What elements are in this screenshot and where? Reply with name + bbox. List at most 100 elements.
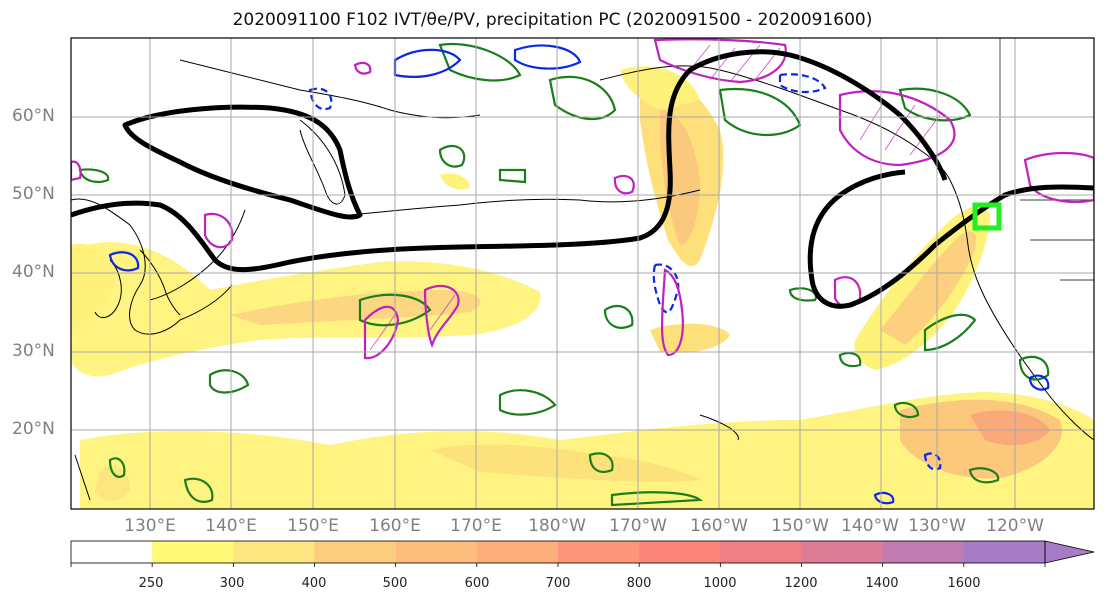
na-west-coast xyxy=(949,179,1094,441)
ivt-nw-small xyxy=(440,173,470,190)
pv-green-21 xyxy=(78,168,110,184)
ivt-westcoast-core xyxy=(880,231,977,345)
lon-label-170w: 170°W xyxy=(609,516,667,536)
lat-label-50n: 50°N xyxy=(12,184,55,204)
korea-coast xyxy=(94,259,122,319)
hawaii xyxy=(699,414,739,441)
ivt-midpacific-patch xyxy=(650,323,730,353)
ivt-tropical-band xyxy=(80,392,1094,509)
pv-green-16 xyxy=(893,401,920,419)
target-region-box xyxy=(972,202,1002,231)
lon-label-170e: 170°E xyxy=(450,516,502,536)
ivt-shading xyxy=(71,66,1094,509)
colorbar-tick-300: 300 xyxy=(219,576,245,591)
pv-green-15 xyxy=(1018,355,1050,381)
pv-green-12 xyxy=(610,491,703,507)
pv-blue-2 xyxy=(513,44,582,70)
colorbar-tick-600: 600 xyxy=(464,576,490,591)
kamchatka-coast xyxy=(299,119,346,205)
colorbar-segment xyxy=(314,541,397,563)
pv-mag-7 xyxy=(838,90,956,167)
map-layers xyxy=(71,38,1094,509)
colorbar-tick-700: 700 xyxy=(545,576,571,591)
pv-mag-3 xyxy=(423,284,460,349)
ivt-blob-sw xyxy=(95,466,130,502)
colorbar-segment xyxy=(882,541,965,563)
asia-coast xyxy=(71,198,181,335)
pv-blue-4 xyxy=(1028,374,1050,391)
lon-label-140w: 140°W xyxy=(841,516,899,536)
pv-green-4 xyxy=(498,168,527,184)
ivt-japan-patch xyxy=(71,243,115,330)
colorbar-tick-1600: 1600 xyxy=(947,576,981,591)
pv-magenta-contours xyxy=(71,38,1094,360)
colorbar-tick-400: 400 xyxy=(301,576,327,591)
colorbar-segment xyxy=(720,541,802,563)
pv-green-20 xyxy=(838,351,862,368)
theta-e-west-loop xyxy=(71,49,948,273)
pv-mag-10 xyxy=(613,174,635,195)
pv-blue-1 xyxy=(393,48,462,78)
ivt-nw-patch xyxy=(620,66,700,110)
lon-label-130w: 130°W xyxy=(908,516,966,536)
lon-label-120w: 120°W xyxy=(986,516,1044,536)
pv-green-13 xyxy=(788,287,818,302)
pv-green-14 xyxy=(923,313,977,352)
pv-green-17 xyxy=(968,467,1000,484)
pv-mag-11 xyxy=(71,160,82,182)
colorbar-segment xyxy=(558,541,640,563)
pv-mag-4 xyxy=(660,268,684,357)
pv-green-8 xyxy=(498,389,557,416)
pv-green-3 xyxy=(438,144,466,168)
pv-green-1 xyxy=(438,42,522,82)
pv-green-11 xyxy=(183,477,214,503)
pv-green-19 xyxy=(898,87,972,122)
pv-mag-5 xyxy=(833,276,862,309)
lon-label-160w: 160°W xyxy=(690,516,748,536)
pv-blue-dash-3 xyxy=(778,73,827,94)
pv-mag-1 xyxy=(203,212,234,249)
theta-e-nw-loop xyxy=(122,104,363,220)
lon-label-150e: 150°E xyxy=(287,516,339,536)
lon-label-150w: 150°W xyxy=(771,516,829,536)
lon-label-180w: 180°W xyxy=(528,516,586,536)
colorbar-tick-500: 500 xyxy=(382,576,408,591)
gridlines xyxy=(71,38,1094,509)
pv-green-2 xyxy=(548,75,617,121)
colorbar-segment xyxy=(152,541,234,563)
pv-blue-3 xyxy=(108,251,140,272)
pv-blue-dash-4 xyxy=(923,452,942,471)
colorbar-segment xyxy=(233,541,315,563)
lat-label-30n: 30°N xyxy=(12,341,55,361)
pv-green-5 xyxy=(358,293,432,327)
pv-green-10 xyxy=(108,457,126,478)
lat-label-20n: 20°N xyxy=(12,419,55,439)
lon-label-140e: 140°E xyxy=(205,516,257,536)
colorbar-segment xyxy=(639,541,721,563)
colorbar-tick-1200: 1200 xyxy=(784,576,818,591)
colorbar-tick-1400: 1400 xyxy=(865,576,899,591)
colorbar-tick-1000: 1000 xyxy=(703,576,737,591)
ivt-east-core2 xyxy=(970,410,1050,446)
philippines xyxy=(74,454,91,501)
pv-mag-9 xyxy=(353,61,372,75)
lat-label-40n: 40°N xyxy=(12,262,55,282)
colorbar-segment xyxy=(71,541,153,563)
lon-label-130e: 130°E xyxy=(124,516,176,536)
map-frame xyxy=(70,37,1095,510)
colorbar xyxy=(70,540,1095,567)
pv-mag-8 xyxy=(1023,151,1094,203)
pv-green-7 xyxy=(208,369,250,394)
colorbar-segment xyxy=(963,541,1046,563)
lat-label-60n: 60°N xyxy=(12,106,55,126)
pv-green-6 xyxy=(603,304,634,329)
colorbar-extend-arrow xyxy=(1044,540,1095,564)
pv-green-contours xyxy=(78,42,1050,507)
pv-green-9 xyxy=(588,452,614,473)
colorbar-segment xyxy=(476,541,559,563)
pv-mag-2 xyxy=(363,305,400,360)
map-title: 2020091100 F102 IVT/θe/PV, precipitation… xyxy=(0,0,1105,40)
colorbar-tick-800: 800 xyxy=(626,576,652,591)
title-text: 2020091100 F102 IVT/θe/PV, precipitation… xyxy=(232,10,873,30)
